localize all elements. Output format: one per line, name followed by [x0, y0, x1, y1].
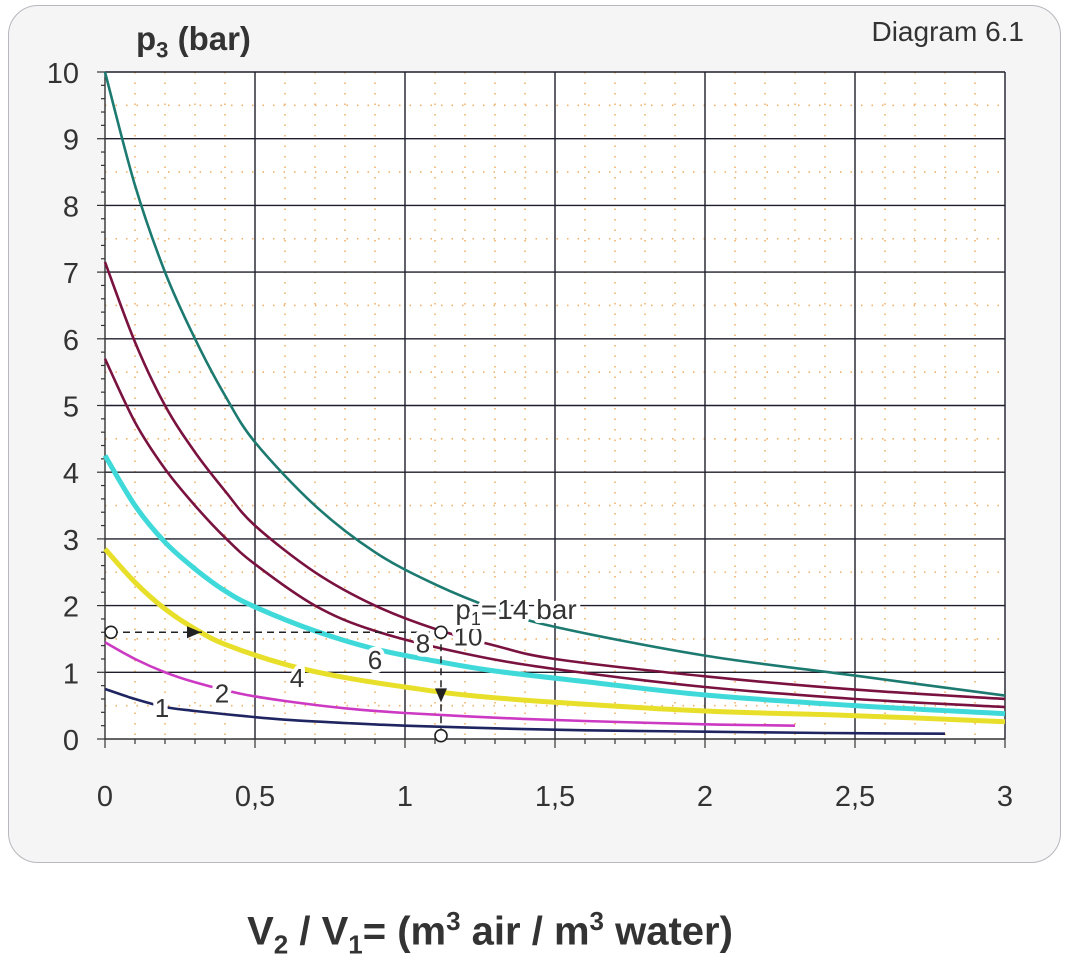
- series-line-2: [104, 641, 796, 727]
- curve-label: p1=14 bar: [451, 590, 580, 633]
- example-point-1: [434, 625, 448, 640]
- diagram-label: Diagram 6.1: [871, 16, 1024, 47]
- curve-label: 2: [211, 674, 233, 712]
- curve-label-text: 2: [215, 678, 229, 708]
- x-tick-label: 0: [97, 781, 113, 813]
- y-tick-label: 9: [63, 125, 79, 157]
- curve-label-text: 8: [416, 628, 430, 658]
- curve-label-text: 1: [155, 693, 169, 723]
- series-line-4: [103, 547, 1006, 725]
- example-point-2: [434, 728, 448, 743]
- x-tick-label: 2: [697, 781, 713, 813]
- series-line-p114bar: [103, 71, 1006, 697]
- curve-label: 6: [364, 641, 386, 679]
- y-axis-title: p3 (bar): [136, 20, 251, 63]
- y-tick-label: 2: [63, 592, 79, 624]
- y-tick-label: 8: [63, 191, 79, 223]
- y-tick-label: 7: [63, 258, 79, 290]
- curve-label-text: 10: [454, 622, 483, 652]
- axis-ticks: [97, 71, 1006, 748]
- series-line-10: [103, 261, 1006, 701]
- x-tick-label: 1: [397, 781, 413, 813]
- example-arrow-right: [187, 626, 201, 639]
- y-tick-label: 0: [63, 725, 79, 757]
- y-tick-label: 5: [63, 392, 79, 424]
- series-line-1: [104, 687, 946, 735]
- x-tick-label: 0,5: [235, 781, 275, 813]
- y-tick-label: 3: [63, 525, 79, 557]
- curve-label: 8: [412, 624, 434, 662]
- curve-label: 1: [151, 689, 173, 727]
- x-tick-label: 1,5: [535, 781, 575, 813]
- curve-label-text: p1=14 bar: [455, 594, 576, 629]
- y-tick-label: 10: [47, 58, 79, 90]
- curve-label-text: 6: [368, 645, 382, 675]
- example-arrow-down: [435, 688, 447, 703]
- series-line-6: [102, 454, 1006, 717]
- x-axis-title: V2 / V1= (m3 air / m3 water): [247, 906, 733, 960]
- example-point-0: [104, 625, 118, 640]
- y-tick-label: 6: [63, 325, 79, 357]
- x-tick-label: 2,5: [835, 781, 875, 813]
- curve-label-text: 4: [290, 663, 304, 693]
- curve-label: 4: [286, 659, 308, 697]
- x-tick-label: 3: [997, 781, 1013, 813]
- series-line-8: [103, 358, 1006, 709]
- curve-label: 10: [450, 618, 487, 656]
- y-tick-label: 4: [63, 458, 79, 490]
- y-tick-label: 1: [63, 658, 79, 690]
